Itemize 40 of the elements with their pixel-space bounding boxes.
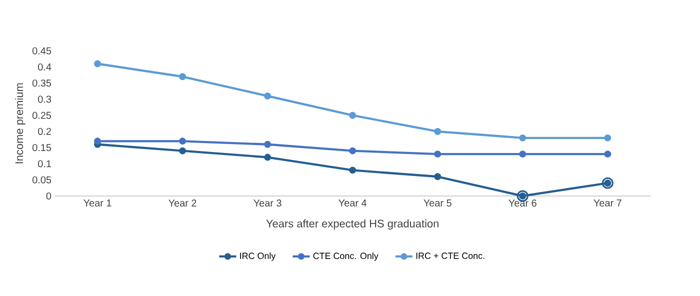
y-tick-label: 0.25 bbox=[32, 112, 52, 119]
point bbox=[434, 150, 442, 158]
point bbox=[179, 147, 186, 154]
point bbox=[519, 134, 526, 142]
point bbox=[349, 112, 356, 119]
x-tick-label: Year 4 bbox=[338, 200, 367, 206]
point bbox=[179, 73, 186, 80]
y-tick-label: 0.3 bbox=[38, 96, 52, 103]
x-tick-label: Year 1 bbox=[84, 200, 112, 206]
y-tick-label: 0.15 bbox=[32, 144, 52, 152]
point bbox=[94, 138, 101, 145]
x-tick-label: Year 3 bbox=[254, 200, 282, 207]
x-tick-label: Year 7 bbox=[594, 200, 622, 206]
point bbox=[519, 150, 526, 158]
y-tick-label: 0.45 bbox=[32, 47, 52, 54]
x-tick-label: Year 6 bbox=[508, 200, 536, 207]
point bbox=[179, 138, 186, 145]
y-tick-label: 0 bbox=[46, 192, 52, 200]
point bbox=[434, 173, 442, 180]
point bbox=[264, 92, 272, 100]
y-tick-label: 0.05 bbox=[32, 176, 52, 184]
y-tick-label: 0.35 bbox=[32, 80, 52, 87]
point bbox=[349, 147, 356, 154]
point bbox=[349, 166, 356, 174]
y-tick-label: 0.4 bbox=[38, 63, 52, 70]
x-axis-title: Years after expected HS graduation bbox=[266, 219, 438, 230]
y-tick-label: 0.1 bbox=[38, 160, 51, 168]
legend-label: IRC Only bbox=[240, 252, 276, 261]
point bbox=[434, 128, 442, 135]
point bbox=[94, 60, 101, 68]
x-tick-label: Year 5 bbox=[424, 200, 452, 206]
y-tick-label: 0.2 bbox=[38, 128, 51, 136]
legend-label: IRC + CTE Conc. bbox=[416, 252, 484, 259]
point bbox=[264, 140, 272, 148]
point bbox=[604, 134, 612, 142]
point bbox=[264, 154, 272, 161]
point bbox=[604, 150, 612, 158]
legend-label: CTE Conc. Only bbox=[313, 252, 378, 261]
x-tick-label: Year 2 bbox=[168, 200, 196, 207]
y-axis-title: Income premium bbox=[15, 83, 26, 164]
